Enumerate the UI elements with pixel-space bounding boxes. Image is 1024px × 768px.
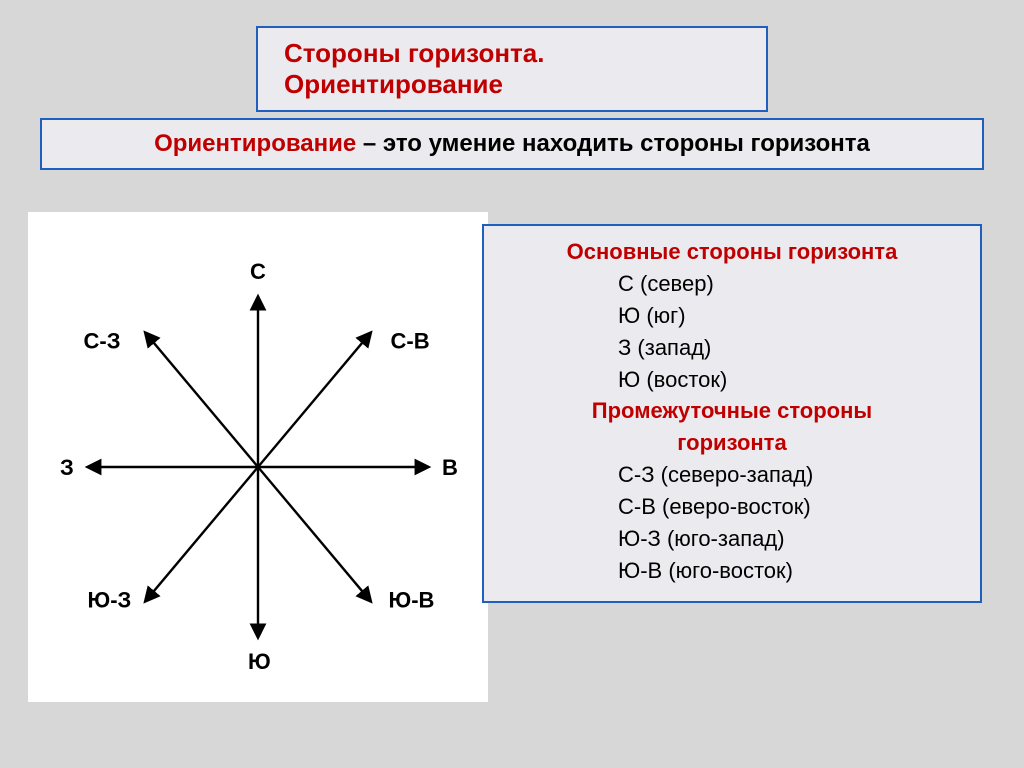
- legend-box: Основные стороны горизонта С (север) Ю (…: [482, 224, 982, 603]
- legend-main-item: Ю (восток): [502, 364, 962, 396]
- legend-inter-heading-1: Промежуточные стороны: [502, 395, 962, 427]
- compass-panel: С С-В В Ю-В Ю Ю-З З С-З: [28, 212, 488, 702]
- legend-main-item: С (север): [502, 268, 962, 300]
- page-root: Стороны горизонта. Ориентирование Ориент…: [0, 0, 1024, 768]
- compass-arrow-NW: [146, 333, 258, 467]
- legend-inter-item: Ю-В (юго-восток): [502, 555, 962, 587]
- legend-main-item: З (запад): [502, 332, 962, 364]
- definition-lead: Ориентирование: [154, 130, 356, 157]
- compass-rose: С С-В В Ю-В Ю Ю-З З С-З: [28, 212, 488, 702]
- compass-label-W: З: [60, 455, 74, 480]
- legend-inter-heading-2: горизонта: [502, 427, 962, 459]
- page-title: Стороны горизонта. Ориентирование: [284, 38, 544, 99]
- compass-arrow-SE: [258, 467, 370, 601]
- compass-label-N: С: [250, 259, 266, 284]
- compass-arrow-NE: [258, 333, 370, 467]
- compass-arrow-SW: [146, 467, 258, 601]
- legend-inter-item: Ю-З (юго-запад): [502, 523, 962, 555]
- compass-label-S: Ю: [248, 649, 271, 674]
- definition-rest: – это умение находить стороны горизонта: [356, 130, 870, 157]
- legend-inter-item: С-В (еверо-восток): [502, 491, 962, 523]
- compass-label-SW: Ю-З: [88, 588, 132, 613]
- compass-label-NW: С-З: [84, 329, 121, 354]
- title-box: Стороны горизонта. Ориентирование: [256, 26, 768, 112]
- legend-main-item: Ю (юг): [502, 300, 962, 332]
- compass-label-SE: Ю-В: [389, 588, 435, 613]
- definition-box: Ориентирование – это умение находить сто…: [40, 118, 984, 170]
- compass-label-E: В: [442, 455, 458, 480]
- compass-label-NE: С-В: [391, 329, 430, 354]
- legend-inter-item: С-З (северо-запад): [502, 459, 962, 491]
- legend-main-heading: Основные стороны горизонта: [502, 236, 962, 268]
